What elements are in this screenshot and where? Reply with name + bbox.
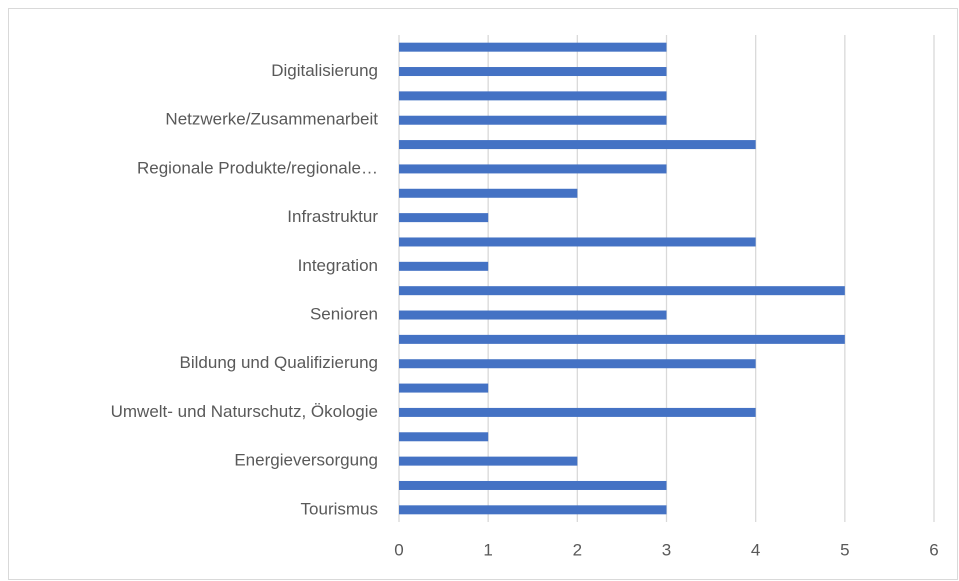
bar — [399, 480, 667, 490]
bar — [399, 261, 489, 271]
x-tick-label: 5 — [840, 540, 849, 559]
x-tick-label: 0 — [394, 540, 403, 559]
x-tick-label: 3 — [662, 540, 671, 559]
bar — [399, 505, 667, 515]
y-tick-label: Energieversorgung — [234, 451, 378, 470]
x-tick-label: 1 — [483, 540, 492, 559]
bar — [399, 91, 667, 101]
bar — [399, 213, 489, 223]
bar — [399, 383, 489, 393]
bar — [399, 286, 845, 296]
bar — [399, 359, 756, 369]
y-tick-label: Integration — [298, 256, 378, 275]
x-tick-label: 2 — [573, 540, 582, 559]
bar — [399, 310, 667, 320]
x-tick-label: 6 — [929, 540, 938, 559]
y-tick-label: Umwelt- und Naturschutz, Ökologie — [111, 402, 378, 421]
x-tick-label: 4 — [751, 540, 760, 559]
y-tick-label: Regionale Produkte/regionale… — [137, 158, 378, 177]
bar — [399, 334, 845, 344]
bar — [399, 432, 489, 442]
y-tick-label: Infrastruktur — [287, 207, 378, 226]
y-tick-label: Netzwerke/Zusammenarbeit — [165, 110, 378, 129]
bar — [399, 67, 667, 77]
y-tick-label: Digitalisierung — [271, 61, 378, 80]
y-tick-label: Bildung und Qualifizierung — [180, 353, 378, 372]
bar — [399, 188, 578, 198]
bar — [399, 456, 578, 466]
bar — [399, 140, 756, 150]
y-tick-label: Tourismus — [301, 499, 378, 518]
bar — [399, 42, 667, 52]
bar — [399, 115, 667, 125]
bar — [399, 164, 667, 174]
y-tick-label: Senioren — [310, 305, 378, 324]
bar — [399, 237, 756, 247]
bar — [399, 407, 756, 417]
